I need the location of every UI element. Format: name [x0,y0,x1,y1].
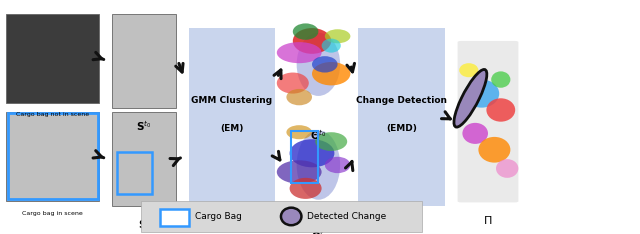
Ellipse shape [290,139,334,167]
Bar [291,131,318,183]
Ellipse shape [462,123,488,144]
Text: $\mathbf{S}^{t}$: $\mathbf{S}^{t}$ [138,218,150,231]
Ellipse shape [276,73,309,94]
Ellipse shape [459,63,479,77]
Ellipse shape [277,42,322,63]
Ellipse shape [312,56,338,73]
Text: Change Detection: Change Detection [356,96,447,105]
Ellipse shape [496,159,518,178]
Bar [6,14,99,103]
Ellipse shape [324,29,351,43]
Bar [6,112,99,201]
Ellipse shape [281,208,301,225]
FancyBboxPatch shape [358,28,445,206]
Ellipse shape [486,98,515,122]
Text: GMM Clustering: GMM Clustering [191,96,273,105]
Bar [160,209,189,226]
Ellipse shape [324,157,351,173]
Ellipse shape [315,132,347,151]
Text: (EM): (EM) [220,124,244,133]
Ellipse shape [454,69,487,127]
FancyBboxPatch shape [458,41,518,202]
Ellipse shape [287,89,312,105]
Text: $\mathbf{\Theta}^{t_0}$: $\mathbf{\Theta}^{t_0}$ [310,129,327,143]
Ellipse shape [292,23,319,40]
Bar [141,201,422,232]
Bar [8,113,98,199]
Ellipse shape [492,71,511,88]
Text: Cargo bag in scene: Cargo bag in scene [22,211,83,216]
Bar [112,14,176,108]
Bar [117,152,152,194]
Text: Cargo bag not in scene: Cargo bag not in scene [16,112,90,117]
Ellipse shape [297,130,340,200]
Text: (EMD): (EMD) [386,124,417,133]
Ellipse shape [321,39,341,53]
Text: Cargo Bag: Cargo Bag [195,212,242,221]
Ellipse shape [297,33,340,96]
Ellipse shape [287,125,312,139]
Text: $\mathbf{\Theta}^{t}$: $\mathbf{\Theta}^{t}$ [312,229,325,234]
FancyBboxPatch shape [189,28,275,206]
Bar [112,112,176,206]
Text: $\Pi$: $\Pi$ [483,214,493,226]
Ellipse shape [479,137,511,163]
Text: $\mathbf{S}^{t_0}$: $\mathbf{S}^{t_0}$ [136,119,152,133]
Ellipse shape [289,178,321,199]
Ellipse shape [312,62,351,85]
Text: Detected Change: Detected Change [307,212,387,221]
Ellipse shape [277,160,322,184]
Ellipse shape [464,80,499,108]
Ellipse shape [293,28,332,54]
